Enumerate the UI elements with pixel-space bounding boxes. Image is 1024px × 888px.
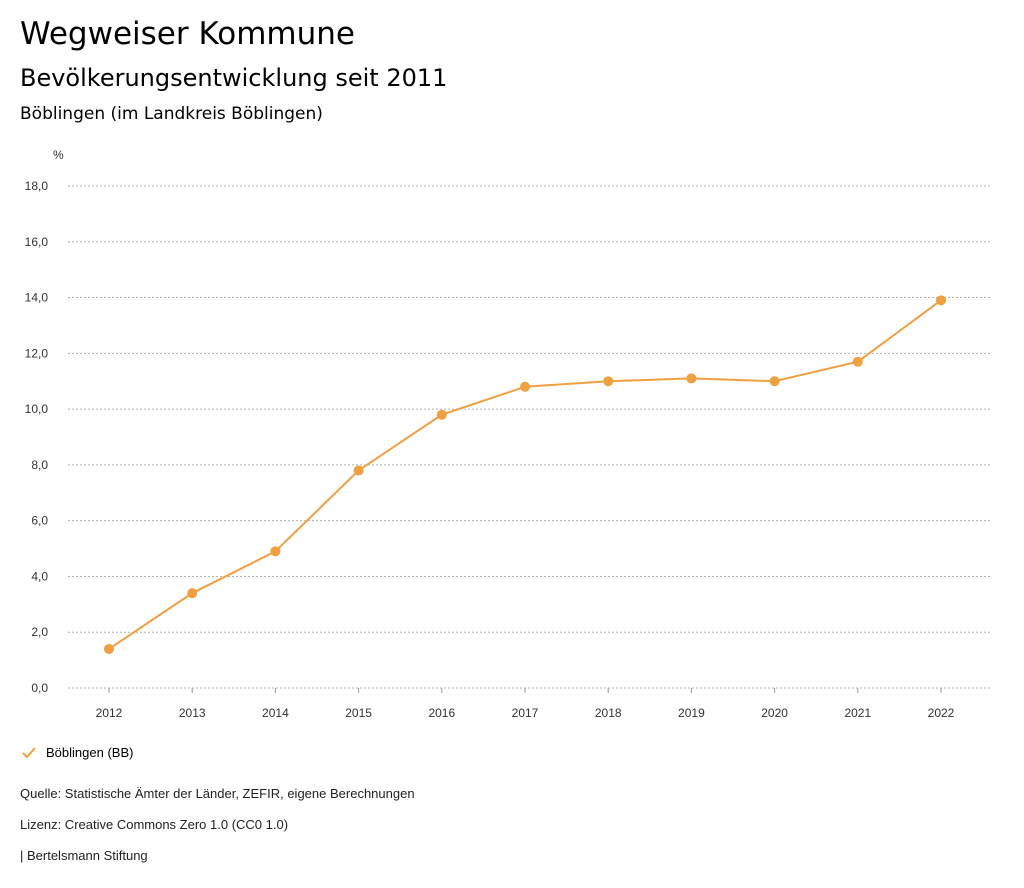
x-tick-label: 2019 <box>678 706 705 720</box>
line-chart: % 0,0 2,0 4,0 6,0 8,0 10,0 12,0 14,0 16,0 18,0 20… <box>25 148 990 720</box>
data-point[interactable] <box>686 373 697 384</box>
x-tick-label: 2017 <box>512 706 539 720</box>
y-tick-label: 18,0 <box>25 179 49 193</box>
region-label: Böblingen (im Landkreis Böblingen) <box>20 104 323 124</box>
x-tick-label: 2016 <box>428 706 455 720</box>
data-point[interactable] <box>769 376 780 387</box>
check-icon <box>22 746 36 758</box>
y-tick-labels: 0,0 2,0 4,0 6,0 8,0 10,0 12,0 14,0 16,0 18,0 <box>25 179 49 695</box>
x-tick-label: 2021 <box>844 706 871 720</box>
legend-label: Böblingen (BB) <box>46 745 134 760</box>
legend-item-boeblingen[interactable]: Böblingen (BB) <box>22 745 133 760</box>
data-point[interactable] <box>936 295 946 306</box>
data-point[interactable] <box>187 588 198 599</box>
y-tick-label: 4,0 <box>31 569 48 583</box>
grid-lines <box>68 185 990 689</box>
data-point[interactable] <box>436 409 447 420</box>
x-tick-labels: 2012 2013 2014 2015 2016 2017 2018 2019 2020 2021… <box>96 688 955 720</box>
x-tick-label: 2012 <box>96 706 123 720</box>
chart-subtitle: Bevölkerungsentwicklung seit 2011 <box>20 64 448 92</box>
y-tick-label: 10,0 <box>25 402 49 416</box>
brand-note: | Bertelsmann Stiftung <box>20 848 148 863</box>
series-group <box>104 295 946 654</box>
y-tick-label: 16,0 <box>25 235 49 249</box>
data-point[interactable] <box>104 643 114 654</box>
data-point[interactable] <box>270 546 281 557</box>
y-tick-label: 8,0 <box>31 458 48 472</box>
data-point[interactable] <box>520 381 530 392</box>
y-tick-label: 14,0 <box>25 291 49 305</box>
x-tick-label: 2015 <box>345 706 372 720</box>
y-tick-label: 6,0 <box>31 514 48 528</box>
data-point[interactable] <box>603 376 614 387</box>
x-tick-label: 2013 <box>179 706 206 720</box>
y-axis-unit-label: % <box>53 148 64 162</box>
x-tick-label: 2014 <box>262 706 289 720</box>
source-note: Quelle: Statistische Ämter der Länder, Z… <box>20 786 415 801</box>
x-tick-label: 2020 <box>761 706 788 720</box>
data-point[interactable] <box>353 465 364 476</box>
data-point[interactable] <box>852 356 863 367</box>
y-tick-label: 12,0 <box>25 346 49 360</box>
y-tick-label: 2,0 <box>31 625 48 639</box>
x-tick-label: 2018 <box>595 706 622 720</box>
page-title: Wegweiser Kommune <box>20 16 355 52</box>
series-line <box>108 299 942 650</box>
x-tick-label: 2022 <box>928 706 955 720</box>
y-tick-label: 0,0 <box>31 681 48 695</box>
license-note: Lizenz: Creative Commons Zero 1.0 (CC0 1… <box>20 817 289 832</box>
